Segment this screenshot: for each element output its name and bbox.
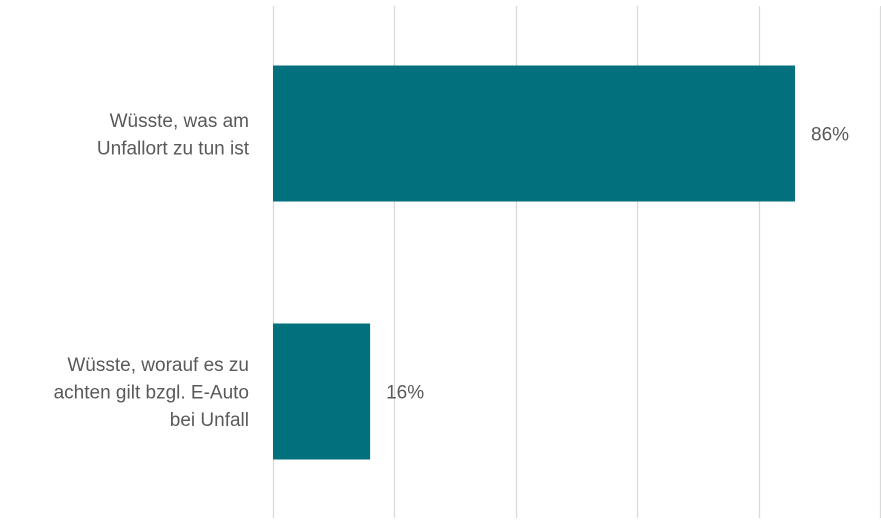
category-label-line: bei Unfall: [170, 410, 249, 431]
category-label-line: Wüsste, was am: [110, 111, 249, 132]
category-label-1: Wüsste, worauf es zu achten gilt bzgl. E-…: [54, 355, 249, 431]
bars: [273, 65, 796, 460]
bar-1: [273, 323, 371, 460]
value-label-0: 86%: [811, 125, 849, 146]
bar-0: [273, 65, 796, 202]
value-label-1: 16%: [386, 383, 424, 404]
category-label-line: Wüsste, worauf es zu: [67, 355, 249, 376]
category-label-line: Unfallort zu tun ist: [97, 138, 250, 159]
category-label-0: Wüsste, was am Unfallort zu tun ist: [97, 111, 250, 160]
labels: 86% Wüsste, was am Unfallort zu tun ist 16%…: [54, 111, 850, 431]
category-label-line: achten gilt bzgl. E-Auto: [54, 383, 249, 404]
